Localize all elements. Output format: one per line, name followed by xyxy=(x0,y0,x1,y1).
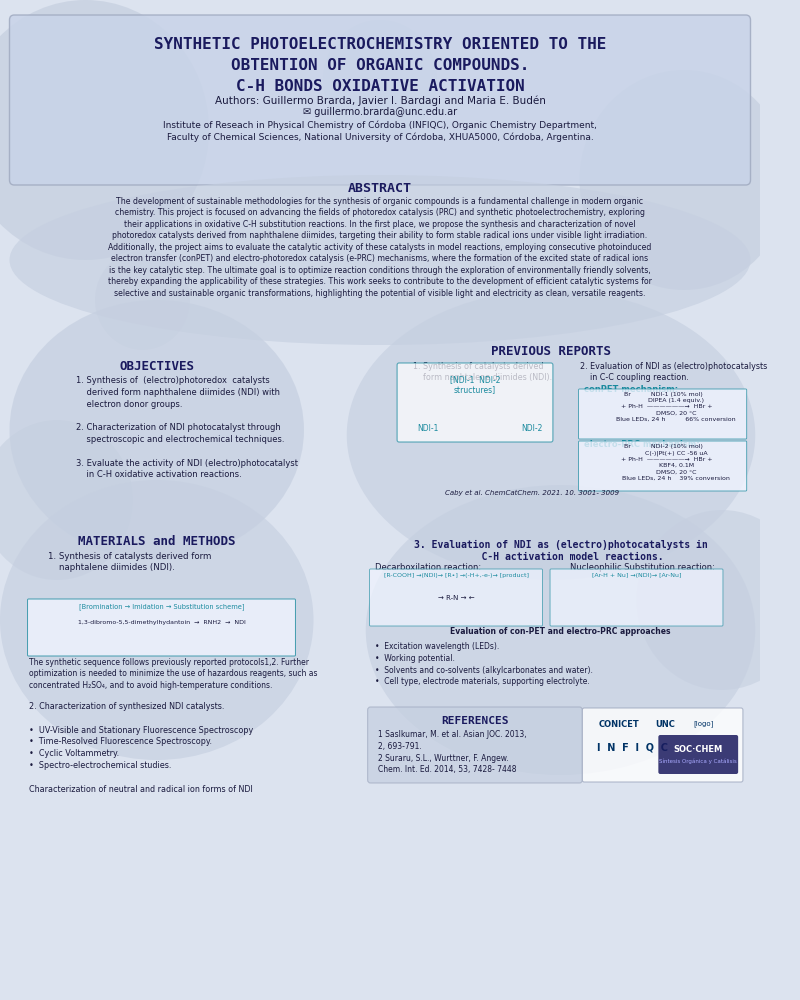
Text: PREVIOUS REPORTS: PREVIOUS REPORTS xyxy=(491,345,611,358)
Text: Síntesis Orgánica y Catálisis: Síntesis Orgánica y Catálisis xyxy=(659,758,737,764)
Text: Caby et al. ChemCatChem. 2021. 10. 3001- 3009: Caby et al. ChemCatChem. 2021. 10. 3001-… xyxy=(445,490,619,496)
Text: REFERENCES: REFERENCES xyxy=(442,716,509,726)
FancyBboxPatch shape xyxy=(27,599,295,656)
Text: 2. Evaluation of NDI as (electro)photocatalysts
    in C-C coupling reaction.: 2. Evaluation of NDI as (electro)photoca… xyxy=(579,362,766,382)
Text: [R-COOH] →(NDI)→ [R•] →(-H+,-e-)→ [product]: [R-COOH] →(NDI)→ [R•] →(-H+,-e-)→ [produ… xyxy=(383,573,529,578)
Text: Nucleophilic Substitution reaction:: Nucleophilic Substitution reaction: xyxy=(570,563,715,572)
Text: The synthetic sequence follows previously reported protocols1,2. Further
optimiz: The synthetic sequence follows previousl… xyxy=(29,658,317,690)
Text: CONICET: CONICET xyxy=(598,720,639,729)
FancyBboxPatch shape xyxy=(578,389,746,439)
Text: Evaluation of con-PET and electro-PRC approaches: Evaluation of con-PET and electro-PRC ap… xyxy=(450,627,670,636)
Text: •  Excitation wavelength (LEDs).
•  Working potential.
•  Solvents and co-solven: • Excitation wavelength (LEDs). • Workin… xyxy=(375,642,593,686)
Ellipse shape xyxy=(10,300,304,560)
FancyBboxPatch shape xyxy=(397,363,553,442)
FancyBboxPatch shape xyxy=(10,15,750,185)
Ellipse shape xyxy=(95,250,190,350)
Text: ✉ guillermo.brarda@unc.edu.ar: ✉ guillermo.brarda@unc.edu.ar xyxy=(303,107,457,117)
Text: MATERIALS and METHODS: MATERIALS and METHODS xyxy=(78,535,235,548)
Text: 1,3-dibromo-5,5-dimethylhydantoin  →  RNH2  →  NDI: 1,3-dibromo-5,5-dimethylhydantoin → RNH2… xyxy=(78,620,246,625)
Text: SYNTHETIC PHOTOELECTROCHEMISTRY ORIENTED TO THE
OBTENTION OF ORGANIC COMPOUNDS.
: SYNTHETIC PHOTOELECTROCHEMISTRY ORIENTED… xyxy=(154,37,606,94)
Text: Authors: Guillermo Brarda, Javier I. Bardagi and Maria E. Budén: Authors: Guillermo Brarda, Javier I. Bar… xyxy=(214,95,546,105)
Ellipse shape xyxy=(366,485,755,775)
Text: Br          NDI-1 (10% mol)
             DIPEA (1.4 equiv.)
    + Ph-H  ——————→ : Br NDI-1 (10% mol) DIPEA (1.4 equiv.) + … xyxy=(590,392,736,422)
Text: [NDI-1  NDI-2
structures]: [NDI-1 NDI-2 structures] xyxy=(450,375,500,394)
Text: Br          NDI-2 (10% mol)
             C(-)|Pt(+) CC -56 uA
    + Ph-H  ——————: Br NDI-2 (10% mol) C(-)|Pt(+) CC -56 uA … xyxy=(596,444,730,481)
Text: 2. Characterization of synthesized NDI catalysts.

•  UV-Visible and Stationary : 2. Characterization of synthesized NDI c… xyxy=(29,702,253,794)
FancyBboxPatch shape xyxy=(658,735,738,774)
Text: UNC: UNC xyxy=(655,720,675,729)
Text: I  N  F  I  Q  C: I N F I Q C xyxy=(597,742,667,752)
Text: → R-N → ←: → R-N → ← xyxy=(438,595,474,601)
FancyBboxPatch shape xyxy=(578,441,746,491)
Ellipse shape xyxy=(10,175,750,345)
Text: NDI-2: NDI-2 xyxy=(522,424,542,433)
FancyBboxPatch shape xyxy=(582,708,743,782)
Text: [logo]: [logo] xyxy=(694,720,714,727)
Text: Institute of Reseach in Physical Chemistry of Córdoba (INFIQC), Organic Chemistr: Institute of Reseach in Physical Chemist… xyxy=(163,120,597,142)
Text: conPET mechanism:: conPET mechanism: xyxy=(584,385,678,394)
Ellipse shape xyxy=(0,480,314,760)
FancyBboxPatch shape xyxy=(370,569,542,626)
Text: [Bromination → Imidation → Substitution scheme]: [Bromination → Imidation → Substitution … xyxy=(78,603,244,610)
Ellipse shape xyxy=(0,0,209,260)
Text: 3. Evaluation of NDI as (electro)photocatalysts in
    C-H activation model reac: 3. Evaluation of NDI as (electro)photoca… xyxy=(414,540,707,562)
Ellipse shape xyxy=(579,70,789,290)
Ellipse shape xyxy=(346,290,755,580)
Text: NDI-1: NDI-1 xyxy=(417,424,438,433)
Text: Decarboxilation reaction:: Decarboxilation reaction: xyxy=(375,563,482,572)
Text: The development of sustainable methodologies for the synthesis of organic compou: The development of sustainable methodolo… xyxy=(108,197,652,298)
Text: ABSTRACT: ABSTRACT xyxy=(348,182,412,195)
Text: [Ar-H + Nu] →(NDI)→ [Ar-Nu]: [Ar-H + Nu] →(NDI)→ [Ar-Nu] xyxy=(592,573,682,578)
Ellipse shape xyxy=(323,20,437,140)
Text: 1. Synthesis of catalysts derived
    form naphtalene diimides (NDI).: 1. Synthesis of catalysts derived form n… xyxy=(414,362,552,382)
Text: OBJECTIVES: OBJECTIVES xyxy=(119,360,194,373)
Text: 1 Saslkumar, M. et al. Asian JOC. 2013,
2, 693-791.
2 Suraru, S.L., Wurttner, F.: 1 Saslkumar, M. et al. Asian JOC. 2013, … xyxy=(378,730,526,774)
FancyBboxPatch shape xyxy=(368,707,582,783)
Text: 1. Synthesis of catalysts derived form
    naphtalene diimides (NDI).: 1. Synthesis of catalysts derived form n… xyxy=(47,552,211,572)
Ellipse shape xyxy=(637,510,800,690)
Ellipse shape xyxy=(0,420,133,580)
Text: 1. Synthesis of  (electro)photoredox  catalysts
    derived form naphthalene dii: 1. Synthesis of (electro)photoredox cata… xyxy=(76,376,298,479)
Text: SOC·CHEM: SOC·CHEM xyxy=(674,745,723,754)
Text: electro-PRC mechanism:: electro-PRC mechanism: xyxy=(584,440,700,449)
FancyBboxPatch shape xyxy=(550,569,723,626)
